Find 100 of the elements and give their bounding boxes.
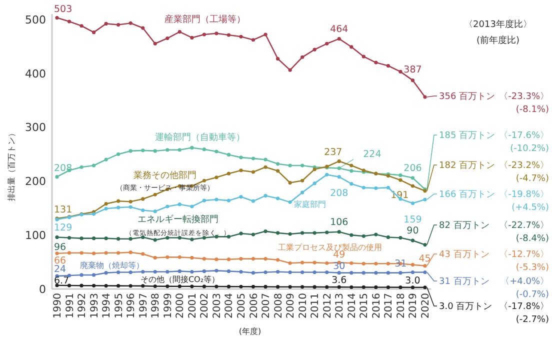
- x-tick-label: 2010: [298, 293, 309, 318]
- point: [153, 149, 157, 153]
- point: [128, 205, 132, 209]
- data-label: 224: [363, 149, 382, 160]
- x-tick-label: 1995: [114, 293, 125, 318]
- point: [423, 286, 427, 290]
- point: [300, 178, 304, 182]
- point: [251, 170, 256, 174]
- point: [300, 190, 304, 194]
- point: [398, 286, 402, 290]
- point: [116, 284, 120, 288]
- point: [80, 24, 84, 28]
- point: [300, 164, 304, 168]
- point: [276, 270, 280, 274]
- point: [92, 273, 96, 277]
- x-tick-label: 2015: [359, 293, 370, 318]
- x-tick-label: 2009: [286, 293, 297, 318]
- point: [104, 236, 108, 240]
- data-label: 31 百万トン: [439, 277, 490, 287]
- point: [325, 261, 329, 265]
- point: [350, 261, 354, 265]
- point: [337, 230, 341, 234]
- point: [67, 251, 72, 255]
- text: 〈-17.8%〉: [499, 301, 549, 312]
- data-label: 166 百万トン: [439, 190, 496, 200]
- point: [141, 197, 145, 201]
- point: [55, 235, 59, 240]
- x-tick-label: 2012: [322, 293, 334, 318]
- point: [214, 268, 218, 272]
- x-tick-label: 1993: [89, 293, 100, 318]
- point: [190, 238, 194, 242]
- data-label: 3.0: [405, 275, 420, 286]
- point: [251, 156, 256, 160]
- point: [214, 284, 218, 288]
- point: [153, 238, 157, 242]
- point: [178, 148, 182, 152]
- point: [350, 233, 354, 237]
- point: [104, 206, 108, 210]
- point: [239, 34, 243, 38]
- point: [276, 196, 280, 200]
- point: [362, 285, 366, 289]
- point: [202, 257, 206, 261]
- point: [350, 164, 354, 168]
- series-label: エネルギー転換部門: [138, 214, 218, 225]
- point: [362, 271, 366, 275]
- point: [374, 285, 378, 290]
- point: [80, 251, 84, 255]
- point: [264, 257, 268, 261]
- point: [80, 236, 84, 240]
- point: [116, 251, 120, 255]
- x-tick-label: 1994: [102, 293, 113, 318]
- point: [116, 199, 120, 203]
- point: [300, 55, 304, 59]
- data-label: 6.7: [54, 275, 70, 286]
- data-label: 159: [404, 214, 422, 226]
- point: [288, 270, 292, 274]
- point: [325, 42, 329, 46]
- point: [153, 210, 157, 214]
- point: [92, 164, 96, 168]
- point: [104, 271, 108, 275]
- point: [251, 271, 256, 275]
- point: [264, 230, 268, 234]
- point: [350, 45, 354, 49]
- x-tick-label: 2002: [200, 293, 211, 318]
- x-tick-label: 2003: [212, 293, 223, 318]
- point: [251, 284, 256, 288]
- point: [239, 232, 243, 236]
- point: [386, 271, 390, 275]
- point: [325, 172, 329, 176]
- point: [312, 182, 316, 186]
- point: [362, 54, 366, 58]
- point: [226, 234, 231, 238]
- x-tick-label: 2001: [187, 293, 198, 318]
- point: [226, 269, 231, 274]
- point: [104, 251, 108, 255]
- point: [251, 199, 256, 203]
- point: [423, 242, 427, 247]
- point: [350, 285, 354, 289]
- point: [264, 165, 268, 169]
- series-label: 家庭部門: [294, 200, 326, 209]
- point: [239, 270, 243, 274]
- point: [386, 285, 390, 290]
- text: 〈2013年度比〉: [464, 19, 532, 30]
- point: [276, 285, 280, 289]
- data-label: 503: [54, 4, 72, 15]
- point: [239, 156, 243, 160]
- point: [190, 146, 194, 150]
- point: [116, 237, 120, 241]
- point: [153, 192, 157, 196]
- point: [374, 232, 378, 236]
- x-tick-label: 2011: [310, 293, 322, 318]
- point: [337, 271, 341, 275]
- point: [423, 95, 427, 99]
- point: [166, 148, 170, 152]
- point: [276, 169, 280, 173]
- x-tick-label: 1991: [64, 293, 76, 318]
- point: [288, 68, 292, 72]
- data-label: 387: [404, 64, 422, 76]
- point: [374, 60, 378, 64]
- point: [300, 285, 304, 289]
